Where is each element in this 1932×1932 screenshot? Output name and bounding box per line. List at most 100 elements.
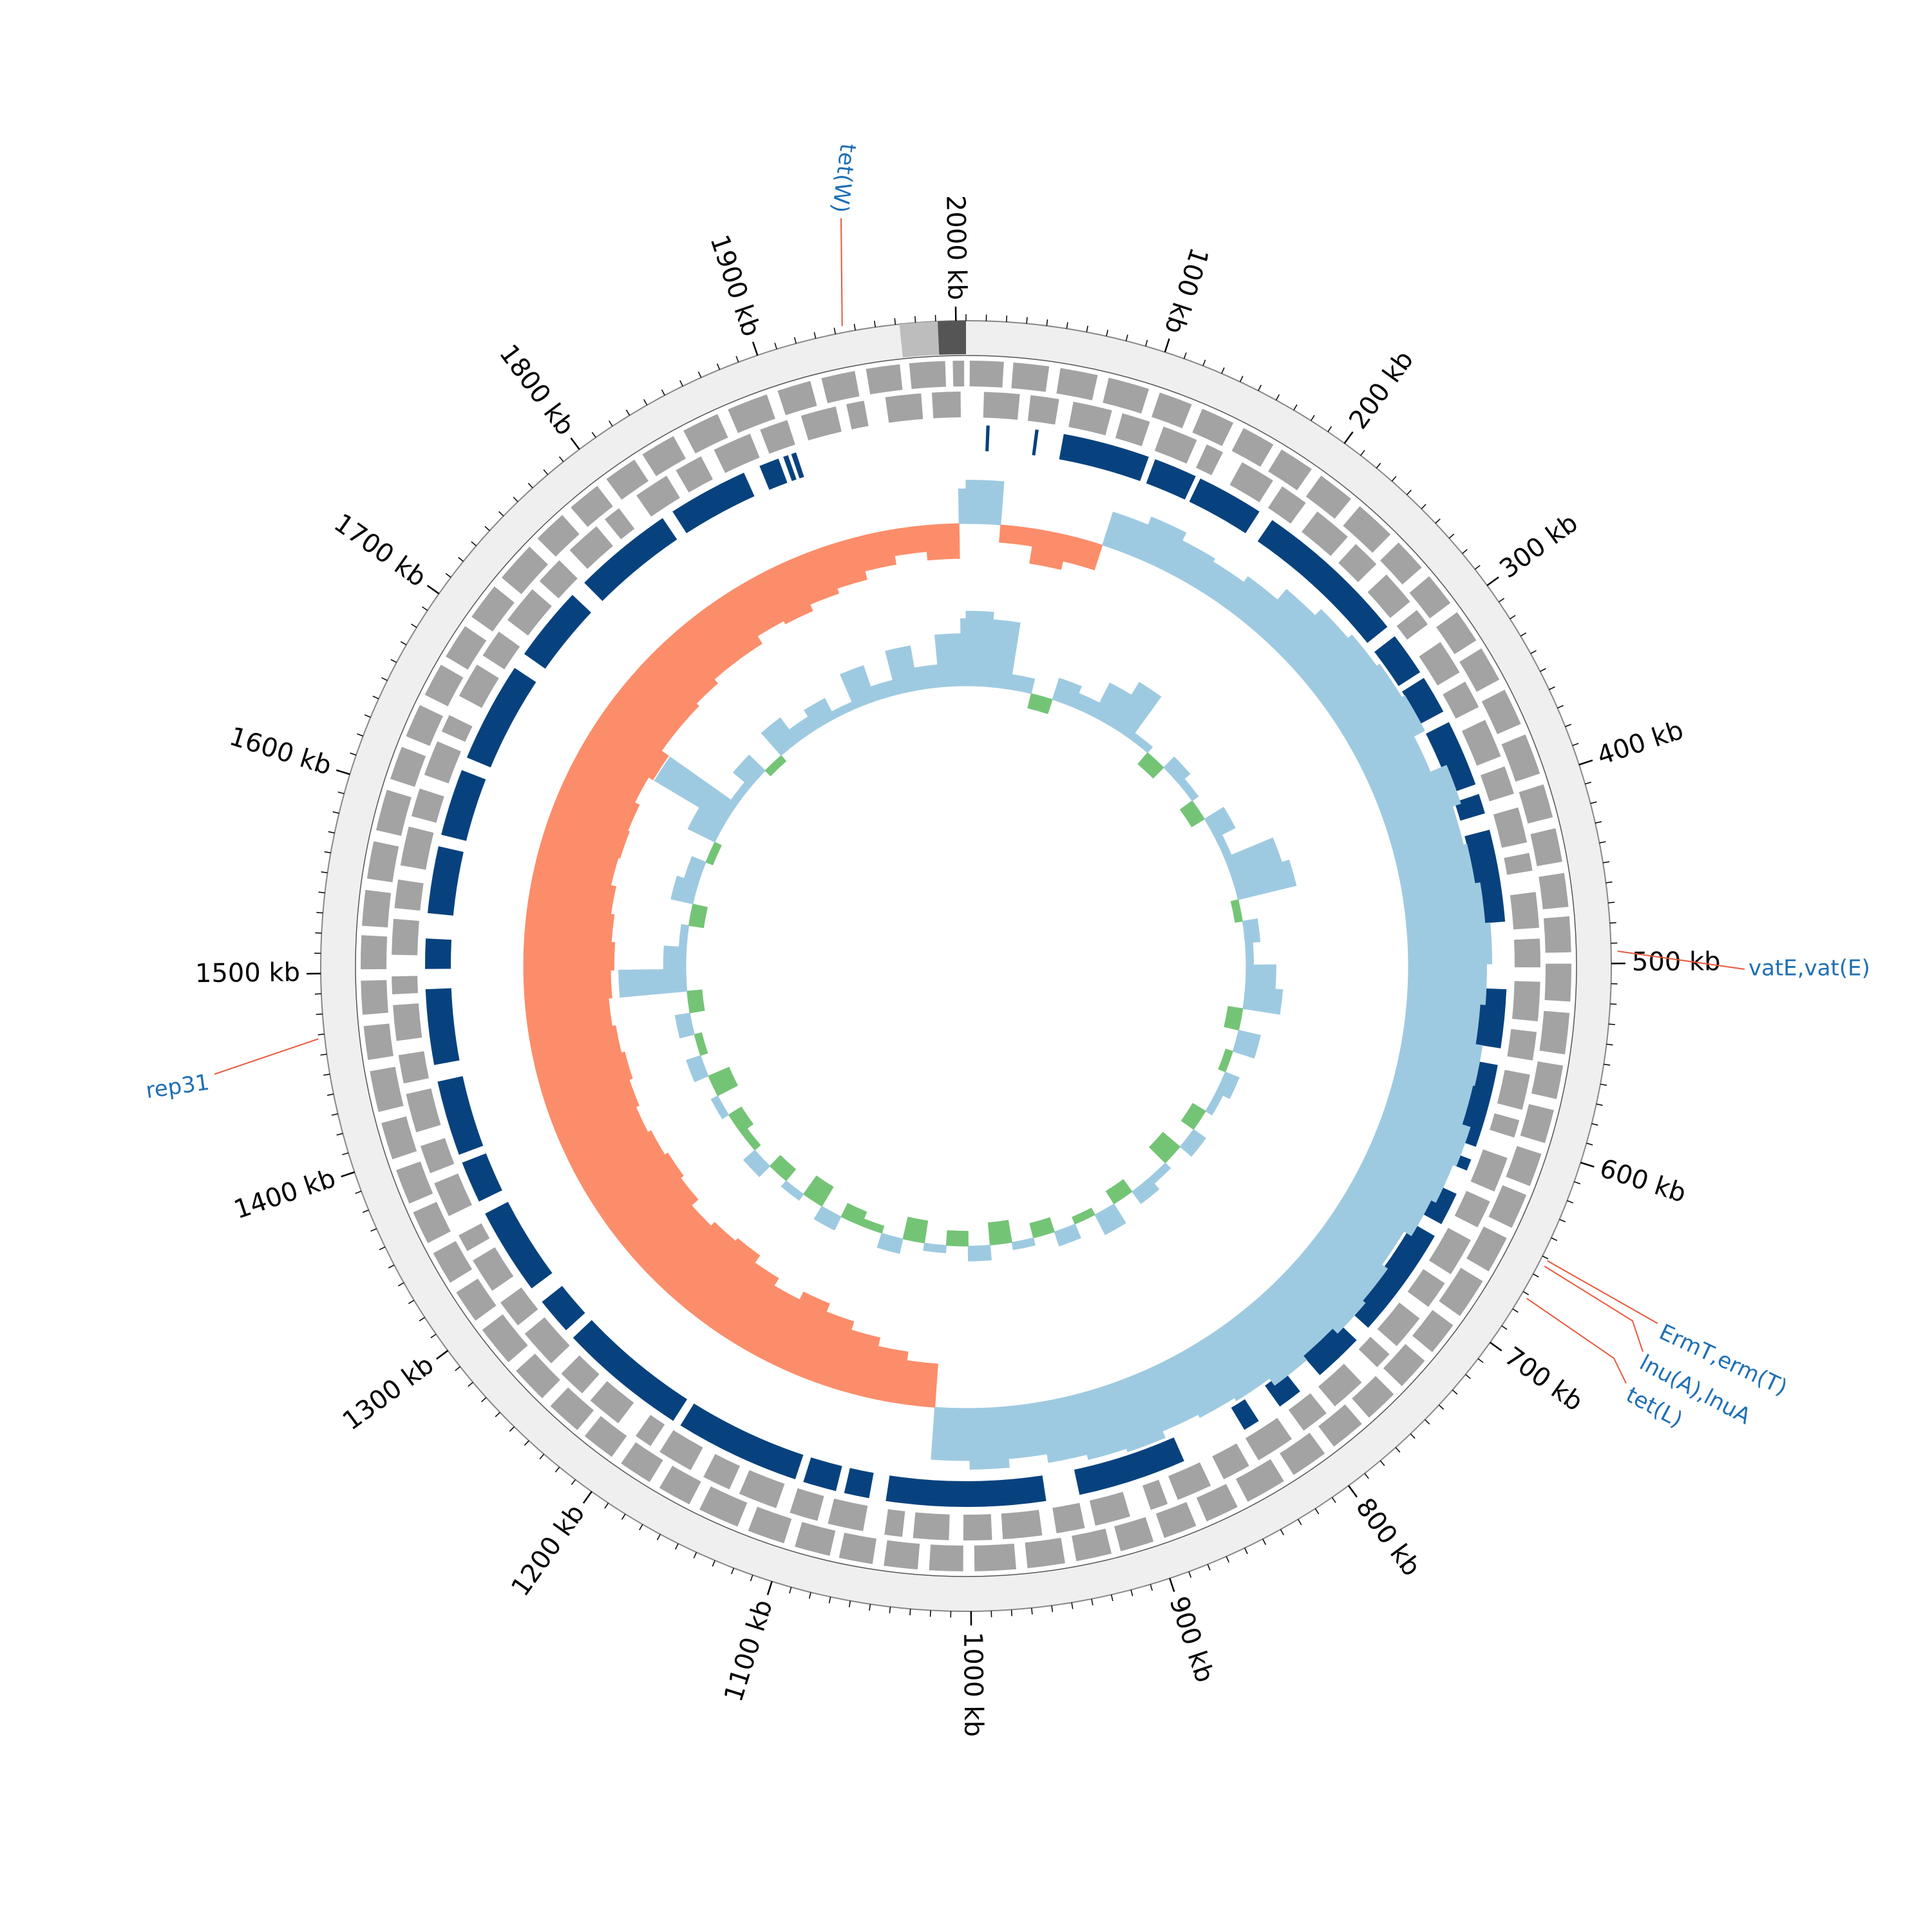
gene [1506, 1146, 1542, 1186]
gc-content [688, 904, 708, 929]
gene [501, 546, 549, 594]
gc-skew [965, 479, 1005, 526]
hit-block [1426, 722, 1476, 793]
minor-tick [1572, 743, 1579, 746]
minor-tick [1391, 476, 1397, 482]
gene [777, 381, 817, 415]
minor-tick [411, 623, 417, 628]
minor-tick [316, 1013, 323, 1015]
minor-tick [1586, 1142, 1593, 1146]
gene [1001, 1510, 1043, 1540]
minor-tick [571, 1479, 576, 1485]
gene [584, 1416, 627, 1457]
minor-tick [1606, 1043, 1613, 1046]
gene [1196, 1484, 1238, 1522]
hit-block [680, 1403, 804, 1480]
gene [1443, 681, 1479, 719]
minor-tick [471, 541, 477, 547]
gene [1072, 1528, 1112, 1562]
minor-tick [1549, 686, 1555, 690]
gene [828, 1498, 868, 1531]
minor-tick [1280, 1529, 1285, 1535]
minor-tick [1595, 821, 1602, 824]
gene [1436, 612, 1477, 654]
tick-label: 700 kb [1499, 1341, 1589, 1417]
major-tick [1578, 759, 1593, 766]
minor-tick [774, 343, 777, 350]
gc-content [705, 841, 722, 866]
hit-block [1464, 829, 1506, 924]
gene [459, 1223, 490, 1251]
minor-tick [1501, 1325, 1508, 1330]
gene [424, 741, 461, 784]
minor-tick [869, 1604, 871, 1611]
contig [899, 321, 940, 358]
hit-block [844, 1468, 874, 1499]
minor-tick [1599, 841, 1606, 844]
gene [1539, 1010, 1570, 1055]
gc-content [802, 1175, 834, 1207]
gene [569, 526, 613, 569]
minor-tick [331, 1113, 338, 1116]
gene [366, 841, 399, 883]
minor-tick [1590, 801, 1597, 804]
minor-tick [1421, 504, 1426, 509]
gc-skew [958, 488, 967, 524]
minor-tick [1520, 632, 1527, 637]
minor-tick [1311, 415, 1315, 421]
gc-content [769, 1155, 797, 1182]
hit-block [1257, 520, 1388, 643]
hit-block [1402, 677, 1444, 724]
minor-tick [1298, 1519, 1302, 1526]
gene [1383, 1344, 1425, 1387]
minor-tick [1605, 881, 1613, 884]
gene [1459, 648, 1500, 692]
hit-block [573, 1320, 688, 1421]
gene [411, 788, 444, 823]
hit-block [524, 594, 591, 669]
gene [446, 626, 487, 670]
gene [1439, 1267, 1483, 1316]
gene [550, 1387, 594, 1430]
hit-block [425, 988, 460, 1065]
gc-skew [1406, 963, 1487, 1005]
tick-label: 1500 kb [195, 958, 301, 989]
gc-content [934, 633, 962, 688]
annotation-line [214, 1038, 319, 1075]
gc-skew [969, 1406, 1010, 1470]
gene [1544, 963, 1571, 1002]
gene [963, 1514, 992, 1541]
gene [1151, 392, 1192, 428]
minor-tick [481, 1397, 487, 1403]
gc-content [708, 1066, 739, 1097]
minor-tick [1071, 1602, 1074, 1609]
gc-content [694, 1032, 708, 1056]
gene [473, 1247, 514, 1291]
gc-content [967, 1244, 992, 1262]
gene [1504, 853, 1533, 875]
minor-tick [1275, 394, 1280, 401]
gene [482, 1314, 528, 1363]
gc-content [1179, 800, 1206, 828]
hit-block [1349, 1223, 1435, 1328]
minor-tick [813, 332, 817, 339]
minor-tick [317, 1034, 325, 1036]
gene [1352, 1376, 1394, 1418]
minor-tick [1110, 1595, 1113, 1602]
major-tick [752, 341, 759, 356]
minor-tick [539, 1454, 545, 1460]
hit-block [584, 518, 677, 601]
minor-tick [357, 733, 364, 737]
minor-tick [1465, 1374, 1471, 1379]
tick-label: 1900 kb [704, 231, 766, 340]
gene [392, 976, 419, 995]
gene [1530, 828, 1562, 866]
minor-tick [336, 1133, 343, 1136]
genes-forward-track [361, 361, 1571, 1571]
minor-tick [397, 1282, 404, 1287]
hit-block [803, 1457, 842, 1492]
gene [1305, 475, 1351, 519]
tick-label: 1800 kb [493, 339, 580, 441]
gc-content [1224, 1006, 1244, 1031]
